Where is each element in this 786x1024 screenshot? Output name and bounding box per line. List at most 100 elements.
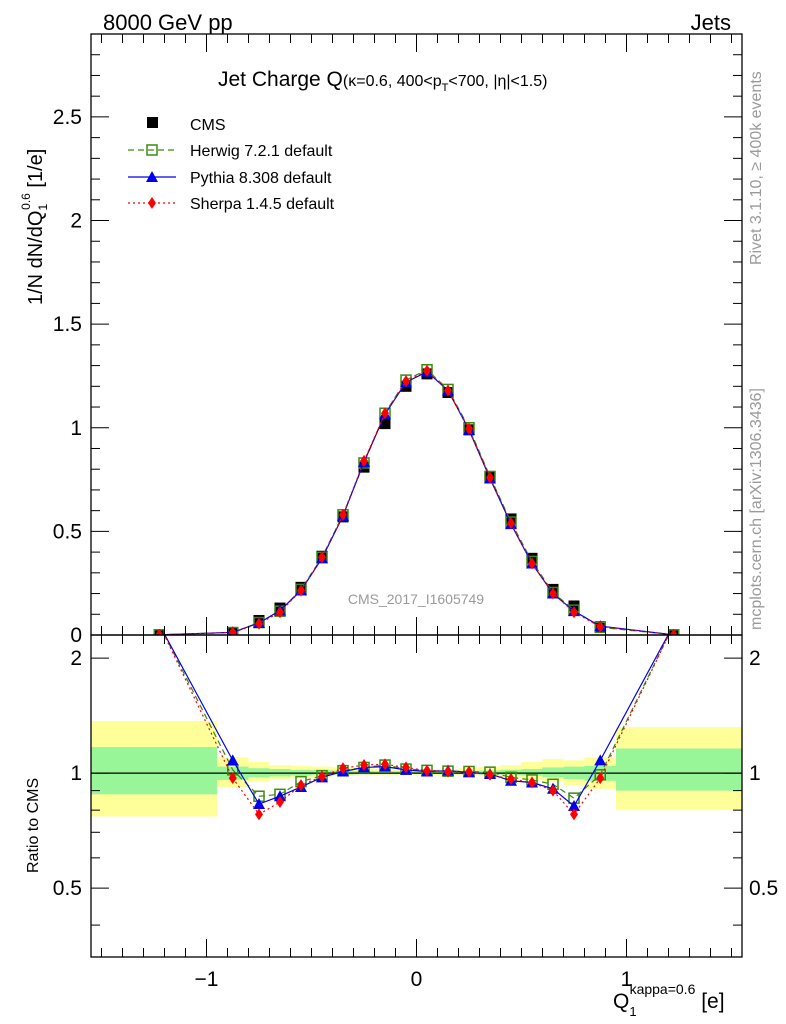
x-tick-label: 1	[621, 968, 633, 991]
legend-label-pythia: Pythia 8.308 default	[190, 170, 332, 187]
ratio-marker-3-17	[570, 808, 578, 821]
analysis-watermark: CMS_2017_I1605749	[348, 591, 484, 607]
ratio-marker-3-18	[596, 772, 605, 785]
band-green-15	[521, 769, 543, 776]
ylabel-sup: 0.6	[19, 193, 33, 210]
y-tick-label-ratio-right: 1	[749, 762, 761, 785]
xlabel-sub: 1	[629, 1004, 636, 1019]
main-marker-3-1	[228, 626, 237, 635]
ratio-marker-3-2	[255, 808, 263, 821]
title-sub: T	[442, 82, 449, 94]
main-marker-3-2	[255, 617, 263, 630]
main-marker-3-4	[297, 584, 305, 597]
xlabel-unit: [e]	[695, 990, 724, 1013]
main-marker-3-3	[276, 606, 284, 619]
mcplots-label: mcplots.cern.ch [arXiv:1306.3436]	[748, 388, 765, 630]
main-marker-3-12	[465, 422, 473, 435]
ratio-marker-3-4	[297, 779, 305, 792]
ratio-marker-3-11	[444, 765, 452, 778]
band-green-16	[542, 767, 564, 778]
ratio-marker-3-15	[528, 776, 536, 789]
ratio-marker-3-14	[507, 773, 515, 786]
main-marker-3-7	[360, 454, 368, 467]
legend-marker-pythia	[146, 171, 158, 182]
y-tick-label-main: 2.5	[53, 106, 82, 129]
band-green-0	[91, 747, 217, 795]
main-marker-3-8	[381, 407, 389, 420]
beam-energy-label: 8000 GeV pp	[103, 10, 233, 35]
ratio-marker-3-9	[402, 761, 410, 774]
ratio-line-1	[163, 635, 670, 799]
legend-marker-cms	[147, 117, 158, 128]
x-axis-title: Q1 kappa=0.6 [e]	[613, 981, 725, 1019]
plot-frames	[90, 33, 743, 958]
main-marker-3-19	[669, 628, 678, 635]
ratio-line-2	[164, 635, 669, 807]
main-marker-3-14	[507, 517, 515, 530]
main-series	[153, 363, 680, 635]
rivet-version-label: Rivet 3.1.10, ≥ 400k events	[748, 71, 765, 265]
main-marker-3-13	[486, 471, 494, 484]
legend-label-cms: CMS	[190, 117, 226, 134]
ratio-marker-2-18	[594, 754, 607, 766]
cms-point-7	[358, 461, 370, 473]
ratio-series	[163, 635, 670, 821]
y-tick-label-ratio-left: 1	[70, 762, 82, 785]
legend: CMS Herwig 7.2.1 default Pythia 8.308 de…	[128, 117, 335, 213]
main-marker-3-6	[339, 508, 347, 521]
y-tick-label-ratio-right: 0.5	[749, 877, 778, 900]
x-tick-label: −1	[195, 968, 219, 991]
y-tick-label-ratio-right: 2	[749, 647, 761, 670]
ratio-marker-3-8	[381, 758, 389, 771]
y-tick-label-main: 2	[70, 210, 82, 233]
y-tick-label-main: 1	[70, 417, 82, 440]
ylabel-sub: 1	[36, 204, 50, 211]
y-tick-label-ratio-left: 0.5	[53, 877, 82, 900]
process-label: Jets	[691, 10, 731, 35]
title-kappa: (κ=0.6, 400<p	[343, 73, 442, 90]
title-tail: <700, |η|<1.5)	[448, 73, 547, 90]
ylabel-unit: [1/e]	[25, 149, 47, 193]
ratio-marker-3-5	[318, 770, 326, 783]
main-marker-3-0	[155, 628, 164, 635]
cms-point-8	[379, 418, 391, 430]
ratio-marker-3-3	[276, 796, 284, 809]
legend-marker-herwig	[146, 144, 158, 156]
main-marker-3-11	[444, 384, 452, 397]
xlabel-sup: kappa=0.6	[630, 981, 696, 997]
main-marker-3-18	[596, 620, 605, 633]
legend-marker-sherpa	[148, 197, 156, 209]
title-main: Jet Charge Q	[218, 68, 343, 91]
main-frame	[90, 33, 743, 636]
legend-label-herwig: Herwig 7.2.1 default	[190, 143, 333, 160]
x-tick-label: 0	[411, 968, 423, 991]
main-marker-3-9	[402, 375, 410, 388]
legend-label-sherpa: Sherpa 1.4.5 default	[190, 196, 335, 213]
axis-ticks: −1 0 1 0 0.5 1 1.5 2 2.5 0.5 0.5 1 1 2 2	[53, 33, 778, 991]
ratio-marker-3-7	[360, 759, 368, 772]
band-green-19	[616, 748, 742, 791]
y-tick-label-main: 0.5	[53, 520, 82, 543]
ratio-marker-3-1	[228, 772, 237, 785]
ratio-marker-2-17	[568, 800, 580, 812]
xlabel-main: Q	[613, 990, 629, 1013]
ratio-line-3	[163, 635, 670, 816]
y-tick-label-ratio-left: 2	[70, 647, 82, 670]
ylabel-main: 1/N dN/dQ	[25, 211, 47, 305]
y-tick-label-main: 0	[70, 624, 82, 647]
y-tick-label-main: 1.5	[53, 313, 82, 336]
ratio-marker-2-3	[274, 790, 286, 802]
plot-title: Jet Charge Q(κ=0.6, 400<pT<700, |η|<1.5)	[218, 68, 547, 94]
ratio-marker-3-10	[423, 764, 431, 777]
ratio-marker-2-2	[253, 798, 265, 810]
ratio-y-axis-title: Ratio to CMS	[25, 778, 42, 873]
main-marker-3-5	[318, 551, 326, 564]
ratio-marker-3-12	[465, 765, 473, 778]
main-marker-3-17	[570, 606, 578, 619]
ratio-marker-3-6	[339, 762, 347, 775]
main-marker-3-15	[528, 557, 536, 570]
ratio-marker-3-13	[486, 768, 494, 781]
ratio-marker-3-16	[549, 784, 557, 797]
main-line-3	[159, 370, 674, 635]
